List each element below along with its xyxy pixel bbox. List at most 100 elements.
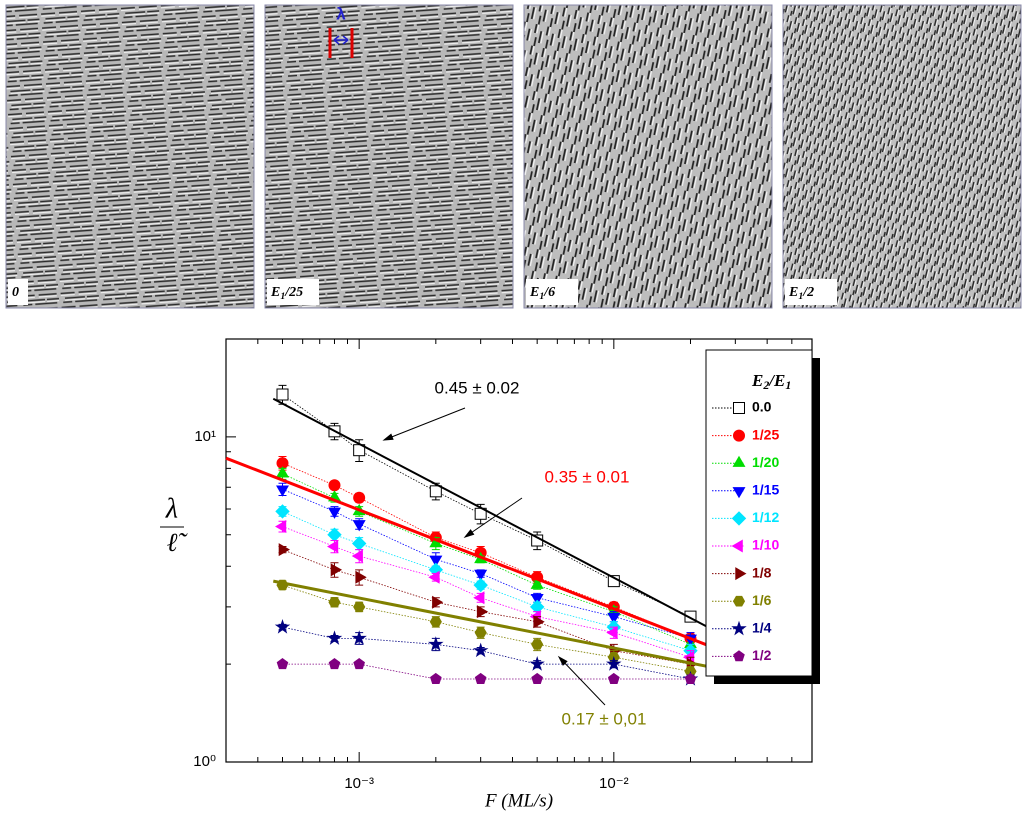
label: E1/2: [788, 285, 814, 302]
marker: [327, 527, 342, 542]
panel-label: E1/6: [526, 279, 578, 305]
marker: [472, 642, 489, 658]
chart: 10⁰ 10¹ 10⁻³ 10⁻² F (ML/s) λ ℓ̃ 0.45 ± 0.02 0.35…: [160, 338, 820, 811]
marker: [326, 540, 339, 553]
subscript: 2: [762, 378, 769, 392]
series-line: [282, 549, 691, 665]
marker: [275, 504, 290, 519]
surface-image: [523, 4, 773, 309]
subscript: 1: [539, 291, 544, 302]
annotation-arrow: [382, 407, 466, 441]
marker: [732, 595, 746, 607]
y-axis-label: λ: [165, 493, 178, 524]
panel-label: E1/25: [267, 279, 319, 305]
marker: [353, 491, 366, 504]
marker: [608, 672, 620, 684]
y-tick-label: 10⁰: [193, 753, 216, 770]
marker: [351, 536, 367, 551]
marker: [274, 520, 287, 533]
marker: [474, 569, 488, 582]
subscript: 1: [785, 378, 791, 392]
series-line: [282, 488, 691, 639]
legend-label: 1/8: [752, 564, 772, 580]
marker: [731, 539, 743, 553]
surface-image: [5, 4, 255, 309]
y-tick-label: 10¹: [194, 428, 216, 445]
marker: [351, 630, 367, 645]
legend-label: 0.0: [752, 399, 772, 415]
series-line: [282, 394, 691, 617]
fit-line: [272, 579, 719, 670]
surface-image: [782, 4, 1022, 309]
text-part: 0: [12, 285, 19, 300]
legend-label: 1/25: [752, 426, 779, 442]
marker: [531, 672, 543, 684]
x-axis-label: F (ML/s): [484, 790, 553, 811]
text-part: E: [788, 285, 798, 300]
marker: [276, 657, 289, 670]
surface-image: [264, 4, 514, 309]
marker: [276, 466, 289, 478]
slope-annotation: 0.45 ± 0.02: [435, 378, 520, 397]
x-tick-label: 10⁻²: [599, 775, 629, 792]
marker: [606, 626, 618, 640]
wavelength-marker: [328, 28, 354, 58]
marker: [429, 616, 442, 627]
label: E1/25: [270, 285, 303, 302]
image-panels: λ: [5, 4, 1022, 309]
legend-label: 1/12: [752, 509, 779, 525]
marker: [428, 636, 444, 652]
legend-label: 1/10: [752, 537, 779, 553]
marker: [731, 620, 747, 636]
marker: [473, 591, 485, 605]
series-line: [282, 473, 691, 645]
series-line: [282, 526, 691, 658]
marker: [276, 485, 289, 497]
marker: [476, 605, 489, 619]
marker: [276, 388, 289, 401]
marker: [351, 549, 363, 563]
wavelength-arrow: [333, 35, 349, 45]
marker: [328, 597, 341, 608]
marker: [529, 655, 545, 671]
slope-annotation: 0.35 ± 0.01: [545, 467, 630, 486]
marker: [428, 570, 440, 584]
marker: [328, 657, 341, 670]
marker: [530, 594, 544, 606]
marker: [684, 672, 697, 684]
panel-label: 0: [8, 279, 28, 305]
marker: [474, 672, 487, 684]
marker: [731, 511, 747, 526]
marker: [353, 657, 365, 670]
series-line: [282, 511, 691, 652]
fit-line: [225, 456, 723, 653]
marker: [733, 402, 745, 414]
y-axis-label: ℓ̃: [167, 528, 189, 557]
legend-label: 1/6: [752, 592, 772, 608]
marker: [473, 577, 488, 593]
x-tick-label: 10⁻³: [344, 775, 374, 792]
annotation-arrow: [557, 655, 606, 706]
fit-line: [272, 397, 709, 628]
legend: E2/E1 0.0 1/25 1/20 1/15 1/12 1/10 1/8 1/6 1/4 1/2: [705, 349, 820, 684]
marker: [355, 570, 367, 584]
marker: [735, 567, 747, 581]
label: 0: [12, 285, 19, 300]
marker: [429, 485, 442, 498]
marker: [533, 615, 545, 629]
legend-label: 1/2: [752, 647, 772, 663]
label-box: [8, 279, 28, 305]
subscript: 1: [798, 291, 803, 302]
marker: [531, 639, 544, 650]
series-line: [282, 626, 691, 680]
marker: [330, 563, 343, 577]
marker: [733, 429, 745, 442]
marker: [328, 507, 341, 519]
legend-label: 1/15: [752, 482, 779, 498]
legend-label: 1/20: [752, 454, 779, 470]
text-part: /2: [802, 285, 814, 300]
annotation-arrow: [463, 497, 523, 538]
marker: [606, 655, 622, 671]
text-part: E: [751, 371, 763, 390]
